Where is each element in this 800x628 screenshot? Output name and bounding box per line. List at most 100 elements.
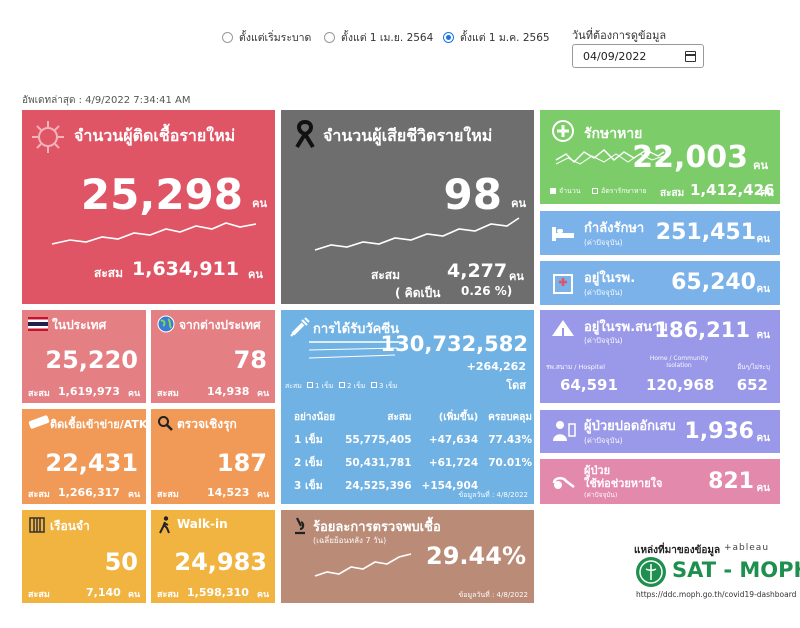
tent-icon	[552, 320, 574, 336]
data-date-note: ข้อมูลวันที่ : 4/8/2022	[458, 591, 528, 599]
acc-label: สะสม	[371, 268, 401, 282]
domestic-card: ในประเทศ 25,220 สะสม 1,619,973 คน	[22, 310, 146, 403]
in-hospital-card: อยู่ในรพ. (ค่าปัจจุบัน) 65,240 คน	[540, 261, 780, 305]
prison-accumulated: 7,140	[86, 586, 121, 599]
acc-label: สะสม	[94, 266, 124, 280]
unit: คน	[257, 490, 270, 500]
calendar-icon[interactable]	[685, 51, 696, 62]
table-header-row: อย่างน้อย สะสม (เพิ่มขึ้น) ครอบคลุม	[289, 407, 534, 428]
dose-coverage: 77.43%	[488, 433, 532, 446]
column-header: (เพิ่มขึ้น)	[438, 412, 479, 423]
new-deaths-accumulated: 4,277	[447, 260, 508, 282]
filter-since-apr-2564[interactable]: ตั้งแต่ 1 เม.ย. 2564	[324, 29, 433, 46]
vaccine-progress-lines	[309, 341, 399, 359]
dose-label: 1 เข็ม	[294, 434, 323, 446]
unit: คน	[753, 159, 768, 172]
legend-swatch	[371, 382, 377, 388]
syringe-icon	[290, 317, 310, 337]
card-title: เรือนจำ	[50, 519, 90, 533]
home-isolation-value: 120,968	[646, 376, 715, 394]
imported-card: จากต่างประเทศ 78 สะสม 14,938 คน	[151, 310, 275, 403]
unit: คน	[248, 268, 263, 281]
search-icon	[158, 416, 173, 431]
radio-icon[interactable]	[324, 32, 335, 43]
microscope-icon	[295, 517, 305, 535]
globe-icon	[157, 315, 175, 333]
filter-label: ตั้งแต่ 1 ม.ค. 2565	[460, 32, 550, 44]
pneumonia-card: ผู้ป่วยปอดอักเสบ (ค่าปัจจุบัน) 1,936 คน	[540, 410, 780, 453]
tableau-logo: +ableau	[724, 543, 770, 553]
dose-increase: +61,724	[428, 456, 479, 469]
trend-sparkline	[314, 217, 520, 251]
unit: คน	[756, 483, 770, 494]
last-updated: อัพเดทล่าสุด : 4/9/2022 7:34:41 AM	[22, 95, 191, 106]
card-title: จำนวนผู้ติดเชื้อรายใหม่	[74, 126, 236, 145]
col-label-other: อื่นๆ/ไม่ระบุ	[737, 363, 770, 371]
ventilator-card: ผู้ป่วย ใช้ท่อช่วยหายใจ (ค่าปัจจุบัน) 82…	[540, 459, 780, 504]
table-row: 1 เข็ม 55,775,405 +47,634 77.43%	[289, 428, 534, 451]
filter-since-jan-2565[interactable]: ตั้งแต่ 1 ม.ค. 2565	[443, 29, 550, 46]
dose-accumulated: 24,525,396	[345, 479, 412, 492]
walking-person-icon	[159, 516, 170, 534]
moph-logo-icon	[636, 557, 666, 587]
field-hospital-card: อยู่ในรพ.สนาม (ค่าปัจจุบัน) 186,211 คน ร…	[540, 310, 780, 403]
vaccine-total: 130,732,582	[380, 332, 528, 356]
acc-label: สะสม	[28, 590, 50, 600]
unit: คน	[257, 389, 270, 399]
card-subtitle: (ค่าปัจจุบัน)	[584, 436, 623, 445]
atk-card: ติดเชื้อเข้าข่าย/ATK 22,431 สะสม 1,266,3…	[22, 409, 146, 504]
source-url[interactable]: https://ddc.moph.go.th/covid19-dashboard	[636, 590, 797, 599]
legend-count: จำนวน	[559, 187, 581, 195]
acc-label: สะสม	[28, 389, 50, 399]
atk-value: 22,431	[45, 449, 138, 477]
dose-coverage: 70.01%	[488, 456, 532, 469]
field-hospital-value: 186,211	[654, 318, 750, 342]
card-title: Walk-in	[177, 517, 228, 531]
legend-swatch-count	[550, 188, 556, 194]
thai-flag-icon	[28, 317, 48, 331]
dose-increase: +154,904	[421, 479, 479, 492]
prison-card: เรือนจำ 50 สะสม 7,140 คน	[22, 510, 146, 603]
new-cases-value: 25,298	[80, 170, 243, 219]
positive-rate-value: 29.44%	[426, 542, 526, 570]
card-title: รักษาหาย	[584, 126, 643, 142]
col-label-home-isolation: Home / Community Isolation	[649, 355, 709, 369]
unit: คน	[509, 270, 524, 283]
proactive-card: ตรวจเชิงรุก 187 สะสม 14,523 คน	[151, 409, 275, 504]
prison-value: 50	[104, 548, 138, 576]
sat-moph-logo: SAT - MOPH	[672, 558, 800, 582]
card-title: อยู่ในรพ.สนาม	[584, 320, 668, 335]
imported-accumulated: 14,938	[207, 385, 250, 398]
radio-selected-icon[interactable]	[443, 32, 454, 43]
new-cases-card: จำนวนผู้ติดเชื้อรายใหม่ 25,298 คน สะสม 1…	[22, 110, 275, 304]
column-header: อย่างน้อย	[294, 412, 336, 423]
acc-label: สะสม	[157, 389, 179, 399]
percent-value: 0.26 %)	[461, 284, 513, 298]
new-cases-accumulated: 1,634,911	[132, 258, 239, 280]
unit: คน	[252, 197, 267, 210]
other-value: 652	[736, 376, 768, 394]
radio-icon[interactable]	[222, 32, 233, 43]
col-label-hospitel: รพ.สนาม / Hospitel	[546, 363, 606, 371]
legend-swatch	[339, 382, 345, 388]
unit: คน	[511, 197, 526, 210]
table-row: 2 เข็ม 50,431,781 +61,724 70.01%	[289, 451, 534, 474]
unit: คน	[128, 389, 141, 399]
filter-since-outbreak[interactable]: ตั้งแต่เริ่มระบาด	[222, 29, 311, 46]
recovered-accumulated: 1,412,426	[690, 181, 775, 199]
card-title: ร้อยละการตรวจพบเชื้อ	[313, 520, 441, 535]
unit: คน	[756, 433, 770, 444]
filter-label: ตั้งแต่เริ่มระบาด	[239, 32, 312, 44]
pneumonia-value: 1,936	[684, 419, 754, 444]
walkin-card: Walk-in 24,983 สะสม 1,598,310 คน	[151, 510, 275, 603]
in-hospital-value: 65,240	[671, 270, 756, 295]
vaccine-card: การได้รับวัคซีน 130,732,582 +264,262 โดส…	[281, 310, 534, 504]
prison-bars-icon	[29, 517, 45, 533]
column-header: สะสม	[387, 412, 412, 423]
dose-accumulated: 55,775,405	[345, 433, 412, 446]
imported-value: 78	[233, 346, 267, 374]
walkin-accumulated: 1,598,310	[187, 586, 249, 599]
date-input[interactable]: 04/09/2022	[572, 44, 704, 68]
hospital-building-icon	[553, 274, 573, 294]
acc-label: สะสม	[157, 590, 179, 600]
